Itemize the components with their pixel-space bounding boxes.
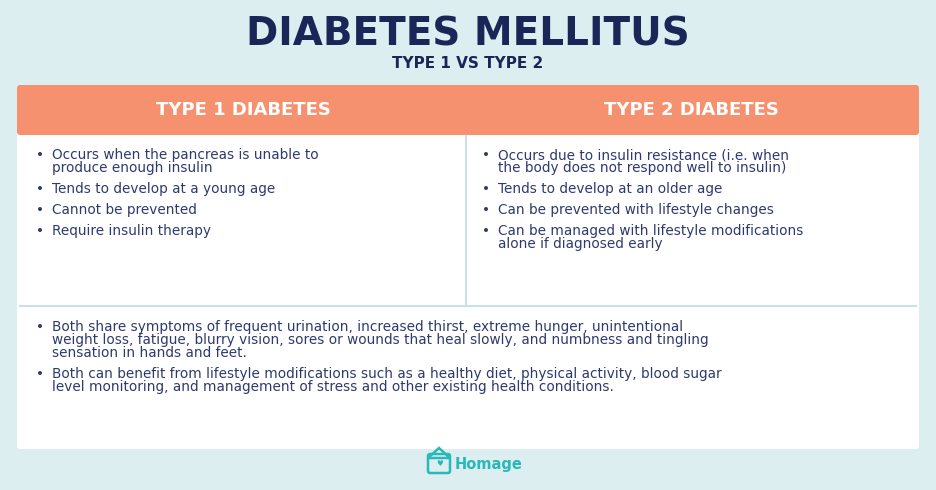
Text: Tends to develop at a young age: Tends to develop at a young age <box>52 182 275 196</box>
Text: Both can benefit from lifestyle modifications such as a healthy diet, physical a: Both can benefit from lifestyle modifica… <box>52 367 722 381</box>
FancyBboxPatch shape <box>17 85 919 449</box>
Text: •: • <box>36 224 44 238</box>
Text: Homage: Homage <box>455 457 523 471</box>
Text: sensation in hands and feet.: sensation in hands and feet. <box>52 346 247 360</box>
Text: TYPE 1 VS TYPE 2: TYPE 1 VS TYPE 2 <box>392 55 544 71</box>
Text: produce enough insulin: produce enough insulin <box>52 161 212 175</box>
Text: weight loss, fatigue, blurry vision, sores or wounds that heal slowly, and numbn: weight loss, fatigue, blurry vision, sor… <box>52 333 709 347</box>
Text: •: • <box>36 367 44 381</box>
Text: •: • <box>36 203 44 217</box>
Text: Occurs when the pancreas is unable to: Occurs when the pancreas is unable to <box>52 148 318 162</box>
Text: •: • <box>36 182 44 196</box>
Text: Cannot be prevented: Cannot be prevented <box>52 203 197 217</box>
Text: •: • <box>36 148 44 162</box>
Text: Both share symptoms of frequent urination, increased thirst, extreme hunger, uni: Both share symptoms of frequent urinatio… <box>52 320 683 334</box>
Text: Occurs due to insulin resistance (i.e. when: Occurs due to insulin resistance (i.e. w… <box>498 148 789 162</box>
Text: •: • <box>482 148 490 162</box>
Text: DIABETES MELLITUS: DIABETES MELLITUS <box>246 15 690 53</box>
Text: ♥: ♥ <box>436 459 444 467</box>
Text: •: • <box>482 224 490 238</box>
Text: •: • <box>482 203 490 217</box>
Text: the body does not respond well to insulin): the body does not respond well to insuli… <box>498 161 786 175</box>
Text: Require insulin therapy: Require insulin therapy <box>52 224 211 238</box>
Text: TYPE 1 DIABETES: TYPE 1 DIABETES <box>155 101 330 119</box>
Text: alone if diagnosed early: alone if diagnosed early <box>498 237 663 251</box>
Bar <box>20 88 466 132</box>
Text: level monitoring, and management of stress and other existing health conditions.: level monitoring, and management of stre… <box>52 380 614 394</box>
FancyBboxPatch shape <box>17 85 919 135</box>
Text: Tends to develop at an older age: Tends to develop at an older age <box>498 182 723 196</box>
Text: •: • <box>36 320 44 334</box>
Text: TYPE 2 DIABETES: TYPE 2 DIABETES <box>604 101 779 119</box>
Bar <box>20 122 916 132</box>
Text: Can be managed with lifestyle modifications: Can be managed with lifestyle modificati… <box>498 224 803 238</box>
Bar <box>466 88 916 132</box>
Text: Can be prevented with lifestyle changes: Can be prevented with lifestyle changes <box>498 203 774 217</box>
Text: •: • <box>482 182 490 196</box>
